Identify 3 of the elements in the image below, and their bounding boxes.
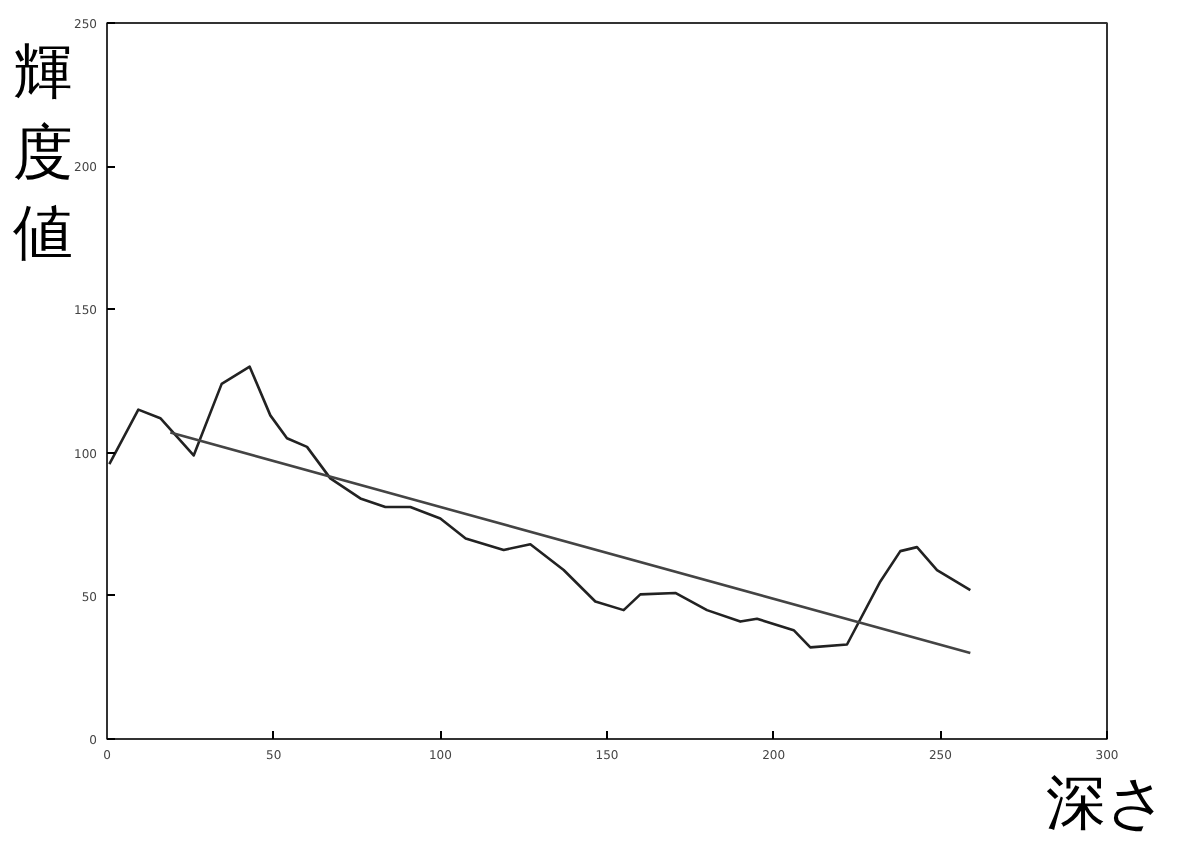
x-axis-title: 深さ bbox=[1046, 769, 1168, 839]
line-series bbox=[108, 365, 972, 649]
y-axis-title: 輝度値 bbox=[13, 38, 73, 269]
